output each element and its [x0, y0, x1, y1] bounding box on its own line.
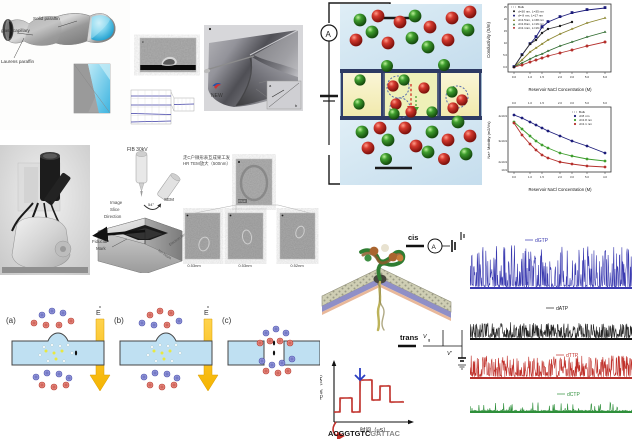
svg-text:A: A: [326, 30, 332, 39]
svg-text:3x10-9: 3x10-9: [498, 139, 507, 143]
svg-text:走C户微形表互成果工发: 走C户微形表互成果工发: [183, 154, 231, 161]
svg-text:1.5: 1.5: [540, 175, 544, 179]
svg-text:10: 10: [504, 41, 508, 45]
svg-text:54°: 54°: [148, 202, 154, 207]
svg-text:0.53nm: 0.53nm: [187, 263, 201, 268]
svg-text:Image: Image: [110, 200, 123, 205]
svg-text:3.0: 3.0: [570, 175, 574, 179]
svg-text:5.0: 5.0: [503, 53, 507, 57]
svg-text:5.0: 5.0: [585, 175, 589, 179]
svg-text:3.0: 3.0: [570, 75, 575, 79]
svg-text:HR TEM放大（500nm）: HR TEM放大（500nm）: [183, 160, 231, 167]
svg-text:(a): (a): [6, 316, 16, 325]
svg-text:6.0: 6.0: [603, 101, 607, 105]
svg-text:1.5: 1.5: [540, 101, 544, 105]
svg-text:SEM: SEM: [164, 197, 174, 202]
svg-text:4x10-9: 4x10-9: [498, 114, 507, 118]
svg-text:Slice: Slice: [110, 207, 120, 212]
svg-text:0.5 μm: 0.5 μm: [239, 200, 246, 203]
svg-text:2x10-9: 2x10-9: [498, 160, 507, 164]
svg-text:d=2.1 nm: d=2.1 nm: [579, 122, 592, 126]
svg-text:1.0: 1.0: [528, 75, 533, 79]
svg-text:1.0: 1.0: [528, 101, 532, 105]
svg-text:Fiducial: Fiducial: [92, 239, 107, 244]
svg-text:1.0: 1.0: [528, 175, 532, 179]
svg-text:E: E: [96, 310, 101, 317]
svg-text:(c): (c): [222, 316, 232, 325]
svg-text:c: c: [142, 40, 144, 44]
svg-text:0.0: 0.0: [512, 175, 516, 179]
svg-text:V': V': [447, 351, 453, 357]
svg-text:0.0: 0.0: [512, 101, 516, 105]
svg-text:A: A: [432, 244, 437, 251]
svg-text:Solid paraffin: Solid paraffin: [33, 16, 60, 21]
svg-text:1.5: 1.5: [540, 75, 545, 79]
svg-text:glass capillary: glass capillary: [1, 28, 31, 33]
svg-text:0.53nm: 0.53nm: [238, 263, 252, 268]
svg-text:电流（nA）: 电流（nA）: [320, 371, 324, 400]
svg-text:Na+ Mobility (m2/Vs): Na+ Mobility (m2/Vs): [486, 121, 491, 159]
svg-text:5.0: 5.0: [585, 101, 589, 105]
svg-text:cis: cis: [408, 233, 418, 242]
svg-text:Reservoir NaCl Concentration (: Reservoir NaCl Concentration (M): [528, 187, 592, 192]
svg-text:NEW: NEW: [211, 93, 223, 99]
svg-text:dCTP: dCTP: [567, 392, 580, 398]
svg-text:3.0: 3.0: [570, 101, 574, 105]
svg-text:25: 25: [504, 5, 508, 9]
svg-text:15: 15: [504, 29, 508, 33]
svg-text:6.0: 6.0: [603, 75, 608, 79]
svg-text:2.0: 2.0: [558, 175, 562, 179]
svg-text:trans: trans: [400, 333, 418, 342]
svg-text:dATP: dATP: [556, 306, 569, 312]
svg-text:dGTP: dGTP: [535, 238, 549, 244]
svg-text:20: 20: [504, 17, 508, 21]
svg-text:4.0: 4.0: [603, 175, 607, 179]
svg-text:0.0: 0.0: [512, 75, 517, 79]
svg-text:5.0: 5.0: [585, 75, 590, 79]
svg-text:0.52nm: 0.52nm: [290, 263, 304, 268]
svg-text:Reservoir NaCl Concentration (: Reservoir NaCl Concentration (M): [528, 87, 592, 92]
svg-text:Direction: Direction: [104, 214, 122, 219]
svg-text:Mark: Mark: [96, 246, 107, 251]
svg-text:FIB 30kV: FIB 30kV: [127, 147, 148, 153]
svg-text:10-9: 10-9: [501, 168, 507, 172]
svg-text:g: g: [428, 337, 430, 342]
svg-text:Laurens paraffin: Laurens paraffin: [1, 59, 35, 64]
svg-text:Conductivity (S/m): Conductivity (S/m): [486, 22, 491, 58]
svg-text:ACGGTGTCGATTAC: ACGGTGTCGATTAC: [328, 429, 401, 438]
svg-text:2.0: 2.0: [558, 101, 562, 105]
svg-text:dTTP: dTTP: [566, 353, 579, 359]
svg-text:2.0: 2.0: [558, 75, 563, 79]
svg-text:0.0: 0.0: [503, 65, 507, 69]
svg-text:E: E: [204, 310, 209, 317]
svg-text:(b): (b): [114, 316, 124, 325]
